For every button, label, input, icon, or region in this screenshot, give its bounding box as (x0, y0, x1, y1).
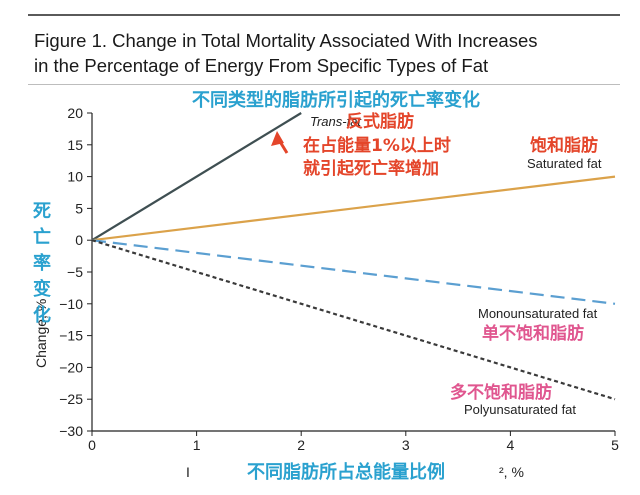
label-monounsaturated-fat: Monounsaturated fat (478, 306, 598, 321)
x-tick-label: 5 (611, 437, 619, 453)
series-line-monounsaturated-fat (91, 239, 616, 305)
series-lines (91, 112, 616, 401)
y-tick-label: −25 (59, 391, 83, 407)
label-trans-fat-cn: 反式脂肪 (346, 111, 414, 132)
series-line-trans-fat (91, 112, 302, 242)
x-tick-label: 3 (402, 437, 410, 453)
figure-title-line-1: Figure 1. Change in Total Mortality Asso… (34, 30, 538, 51)
ylabel-cn-5: 化 (33, 304, 51, 326)
figure-title-line-2: in the Percentage of Energy From Specifi… (34, 55, 489, 76)
y-tick-label: 5 (75, 200, 83, 216)
trans-note-line-1: 在占能量1%以上时 (303, 135, 451, 156)
chart-title-cn: 不同类型的脂肪所引起的死亡率变化 (192, 89, 480, 111)
x-tick-label: 2 (297, 437, 305, 453)
label-monounsaturated-fat-cn: 单不饱和脂肪 (482, 323, 584, 344)
label-saturated-fat-cn: 饱和脂肪 (530, 135, 598, 156)
y-tick-label: 20 (67, 105, 83, 121)
figure-title: Figure 1. Change in Total Mortality Asso… (34, 28, 614, 78)
y-tick-label: −15 (59, 328, 83, 344)
label-polyunsaturated-fat: Polyunsaturated fat (464, 402, 576, 417)
series-line-saturated-fat (91, 175, 616, 242)
label-polyunsaturated-fat-cn: 多不饱和脂肪 (450, 382, 552, 403)
ylabel-cn-3: 率 (33, 252, 51, 274)
xlabel-fragment-left: I (186, 464, 190, 480)
ylabel-cn-4: 变 (33, 278, 51, 300)
top-rule (28, 14, 620, 16)
ylabel-cn-1: 死 (33, 201, 51, 222)
x-tick-label: 0 (88, 437, 96, 453)
y-tick-label: −10 (59, 296, 83, 312)
y-tick-label: 10 (67, 169, 83, 185)
series-line-polyunsaturated-fat (91, 239, 616, 401)
axes: 20 15 10 5 0 −5 −10 −15 −20 −25 −30 0 1 2 3 4 5 (59, 105, 619, 453)
x-tick-label: 4 (507, 437, 515, 453)
title-rule (28, 84, 620, 85)
xlabel-cn: 不同脂肪所占总能量比例 (247, 461, 445, 483)
trans-note-arrow-icon (271, 131, 289, 154)
y-tick-label: −5 (67, 264, 83, 280)
y-tick-label: 15 (67, 137, 83, 153)
y-tick-label: −30 (59, 423, 83, 439)
trans-note-line-2: 就引起死亡率增加 (303, 158, 439, 179)
y-tick-label: 0 (75, 232, 83, 248)
ylabel-cn-2: 亡 (33, 226, 51, 248)
y-tick-label: −20 (59, 359, 83, 375)
label-trans-fat: Trans-fat (310, 114, 362, 129)
xlabel-fragment-right: ², % (499, 464, 524, 480)
label-saturated-fat: Saturated fat (527, 156, 602, 171)
ylabel-en: Change, % (33, 299, 49, 368)
x-tick-label: 1 (193, 437, 201, 453)
